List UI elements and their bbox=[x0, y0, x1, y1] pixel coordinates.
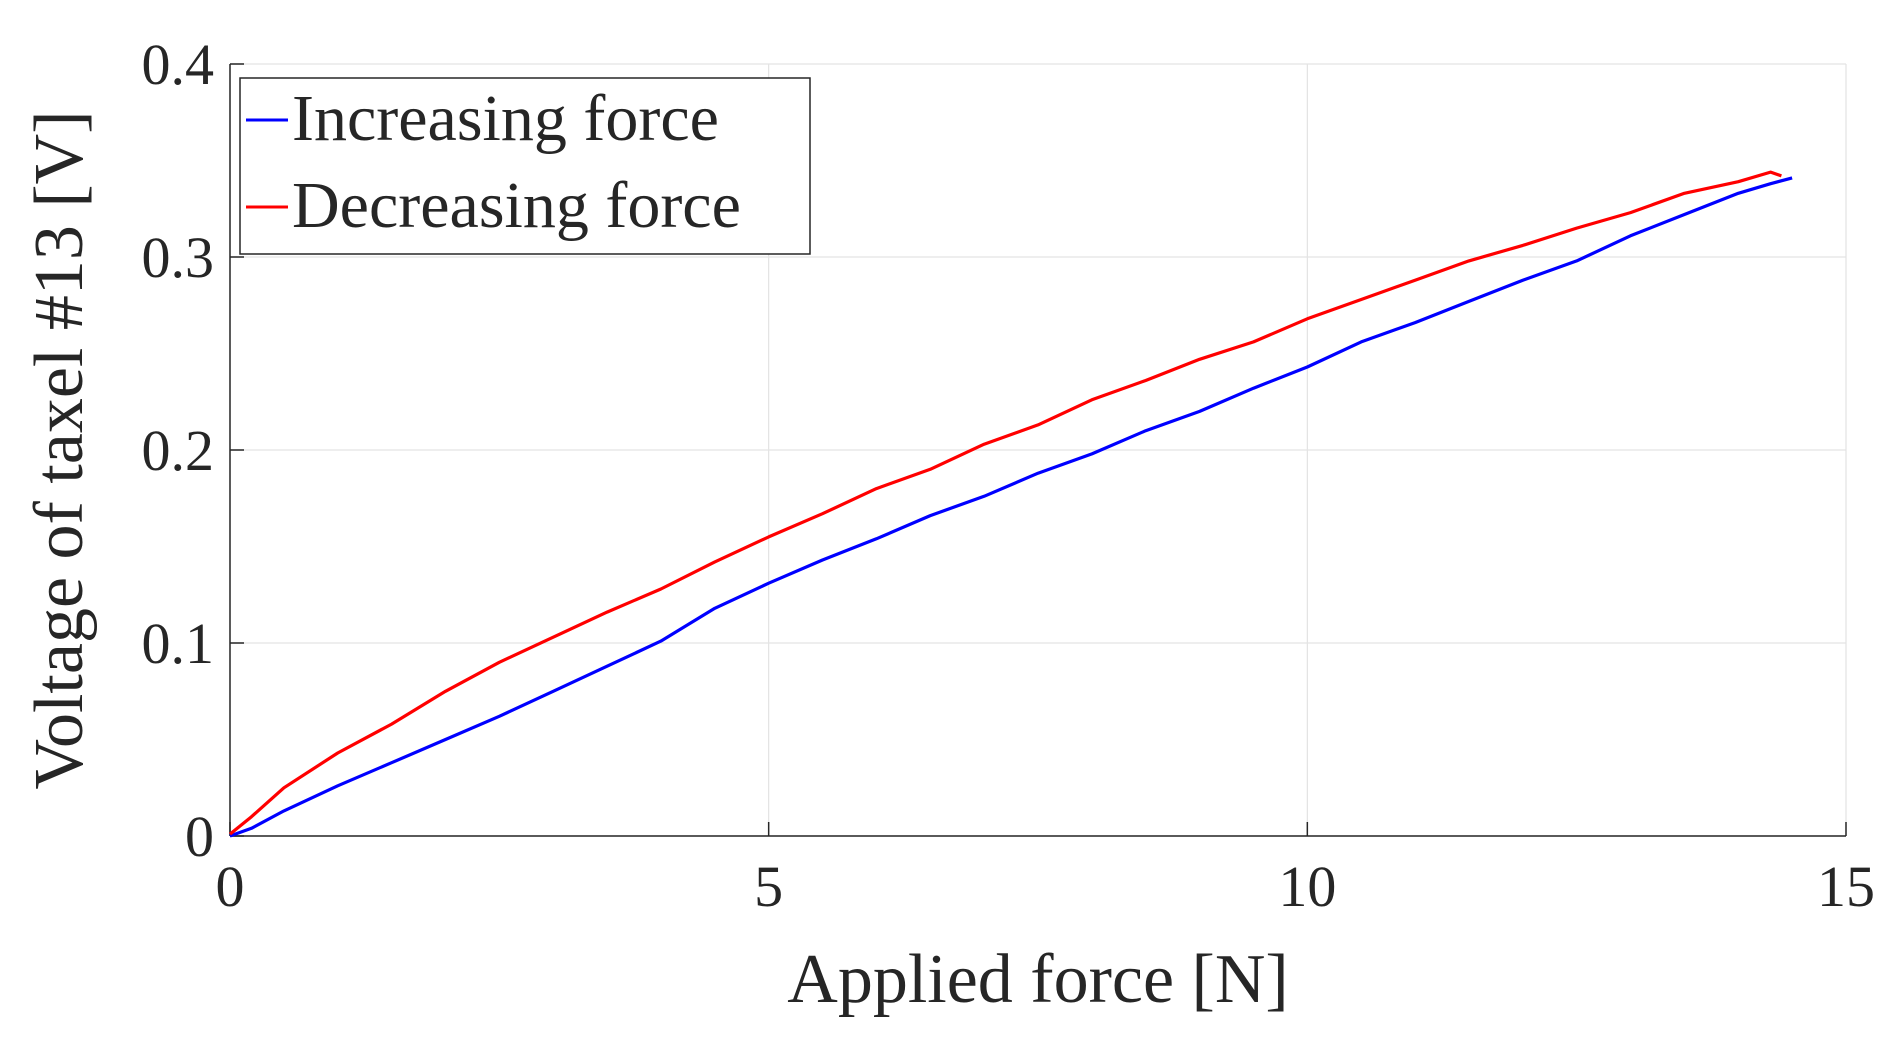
y-tick-label: 0 bbox=[185, 804, 214, 869]
legend-label-decreasing: Decreasing force bbox=[292, 169, 741, 242]
grid-lines bbox=[229, 63, 1847, 837]
x-tick-label: 0 bbox=[216, 854, 245, 919]
series-line-0 bbox=[229, 176, 1793, 838]
y-tick-label: 0.3 bbox=[142, 225, 215, 290]
x-tick-label: 10 bbox=[1278, 854, 1336, 919]
y-axis-label: Voltage of taxel #13 [V] bbox=[21, 110, 98, 789]
series-lines bbox=[228, 170, 1793, 838]
legend-box bbox=[239, 77, 811, 255]
x-tick-label: 15 bbox=[1817, 854, 1875, 919]
series-line-1 bbox=[228, 170, 1782, 836]
y-tick-label: 0.4 bbox=[142, 32, 215, 97]
tick-labels: 0 5 10 15 0 0.1 0.2 0.3 0.4 bbox=[142, 32, 1876, 919]
axes bbox=[229, 63, 1847, 837]
y-tick-label: 0.1 bbox=[142, 611, 215, 676]
x-tick-label: 5 bbox=[754, 854, 783, 919]
x-axis-label: Applied force [N] bbox=[787, 941, 1288, 1018]
legend: Increasing force Decreasing force bbox=[239, 77, 811, 255]
y-tick-label: 0.2 bbox=[142, 418, 215, 483]
legend-label-increasing: Increasing force bbox=[292, 82, 719, 155]
